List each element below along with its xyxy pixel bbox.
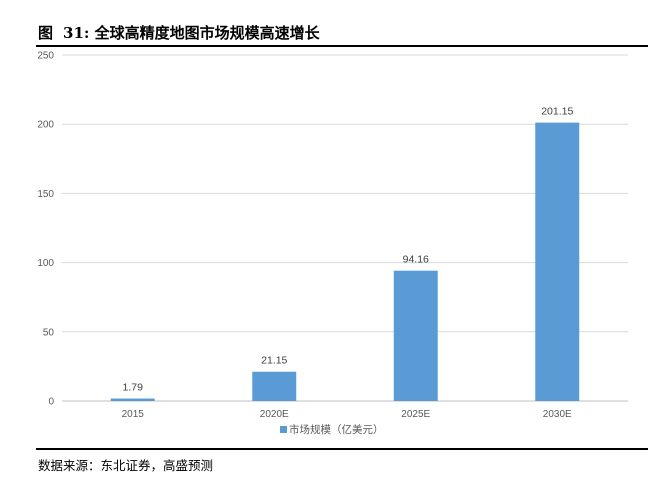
figure-title: 图 31: 全球高精度地图市场规模高速增长: [38, 22, 320, 43]
y-axis-ticks: 0 50 100 150 200 250: [37, 51, 54, 408]
bars: [110, 122, 580, 401]
legend-swatch: [280, 426, 287, 433]
x-axis-ticks: 2015 2020E 2025E 2030E: [122, 409, 572, 420]
y-tick-label: 100: [37, 258, 54, 269]
y-tick-label: 250: [37, 51, 54, 62]
y-tick-label: 150: [37, 189, 54, 200]
figure-title-text: 全球高精度地图市场规模高速增长: [94, 24, 320, 42]
bar-2025E: [393, 270, 438, 401]
legend-label: 市场规模（亿美元）: [289, 423, 384, 436]
data-label: 94.16: [403, 254, 429, 266]
source-rule: [36, 448, 648, 450]
title-rule: [36, 45, 648, 47]
x-tick-label: 2015: [122, 409, 145, 420]
legend: 市场规模（亿美元）: [280, 423, 384, 436]
x-tick-label: 2030E: [543, 409, 572, 420]
data-label: 201.15: [541, 106, 573, 118]
bar-2030E: [535, 122, 580, 401]
x-tick-label: 2020E: [260, 409, 289, 420]
source-note: 数据来源：东北证券，高盛预测: [38, 458, 214, 473]
gridlines: [62, 54, 628, 402]
figure-label: 图: [38, 24, 54, 42]
y-tick-label: 50: [43, 327, 55, 338]
data-label: 21.15: [261, 355, 287, 367]
x-tick-label: 2025E: [401, 409, 430, 420]
bar-2020E: [252, 371, 297, 401]
data-labels: 1.79 21.15 94.16 201.15: [123, 106, 574, 394]
data-label: 1.79: [123, 382, 144, 394]
y-tick-label: 200: [37, 120, 54, 131]
y-tick-label: 0: [48, 397, 54, 408]
figure-number: 31:: [63, 24, 90, 42]
bar-2015: [110, 398, 155, 401]
